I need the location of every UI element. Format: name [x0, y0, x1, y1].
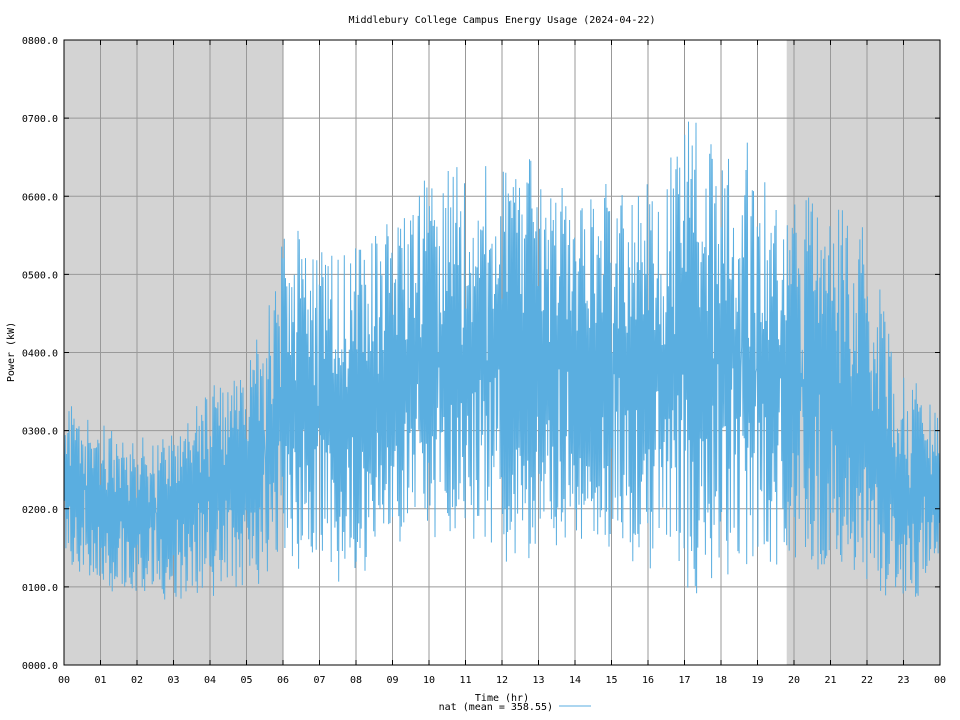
x-tick-label-7: 07	[313, 675, 325, 686]
x-tick-label-12: 12	[496, 675, 508, 686]
chart-title: Middlebury College Campus Energy Usage (…	[348, 15, 655, 26]
y-axis-label: Power (kW)	[6, 322, 17, 382]
x-tick-label-5: 05	[240, 675, 252, 686]
series-line-nat	[63, 121, 941, 600]
x-tick-label-10: 10	[423, 675, 435, 686]
x-tick-label-21: 21	[824, 675, 836, 686]
y-tick-label-3: 0300.0	[22, 427, 58, 438]
y-tick-labels: 0000.0 0100.0 0200.0 0300.0 0400.0 0500.0 0600…	[22, 36, 58, 672]
y-tick-label-7: 0700.0	[22, 114, 58, 125]
legend-label-nat: nat (mean = 358.55)	[439, 702, 553, 713]
x-tick-label-22: 22	[861, 675, 873, 686]
x-tick-label-0: 00	[58, 675, 70, 686]
y-tick-label-1: 0100.0	[22, 583, 58, 594]
x-tick-label-20: 20	[788, 675, 800, 686]
x-tick-label-9: 09	[386, 675, 398, 686]
x-tick-label-1: 01	[94, 675, 106, 686]
x-tick-label-18: 18	[715, 675, 727, 686]
y-tick-label-2: 0200.0	[22, 505, 58, 516]
x-tick-label-16: 16	[642, 675, 654, 686]
x-tick-label-11: 11	[459, 675, 471, 686]
x-axis-label: Time (hr)	[475, 693, 529, 704]
x-tick-label-2: 02	[131, 675, 143, 686]
x-tick-label-17: 17	[678, 675, 690, 686]
y-tick-label-6: 0600.0	[22, 192, 58, 203]
x-tick-label-6: 06	[277, 675, 289, 686]
x-tick-label-3: 03	[167, 675, 179, 686]
x-tick-label-8: 08	[350, 675, 362, 686]
y-tick-label-8: 0800.0	[22, 36, 58, 47]
axis-ticks	[63, 39, 941, 666]
y-tick-label-4: 0400.0	[22, 349, 58, 360]
legend: nat (mean = 358.55)	[439, 702, 591, 713]
x-tick-labels: 00 01 02 03 04 05 06 07 08 09 10 11 12 13 14 15 16 17 18 19…	[58, 675, 946, 686]
x-tick-label-24: 00	[934, 675, 946, 686]
x-tick-label-19: 19	[751, 675, 763, 686]
x-tick-label-13: 13	[532, 675, 544, 686]
y-tick-label-0: 0000.0	[22, 661, 58, 672]
x-tick-label-14: 14	[569, 675, 581, 686]
y-tick-label-5: 0500.0	[22, 270, 58, 281]
x-tick-label-15: 15	[605, 675, 617, 686]
x-tick-label-23: 23	[897, 675, 909, 686]
x-tick-label-4: 04	[204, 675, 216, 686]
